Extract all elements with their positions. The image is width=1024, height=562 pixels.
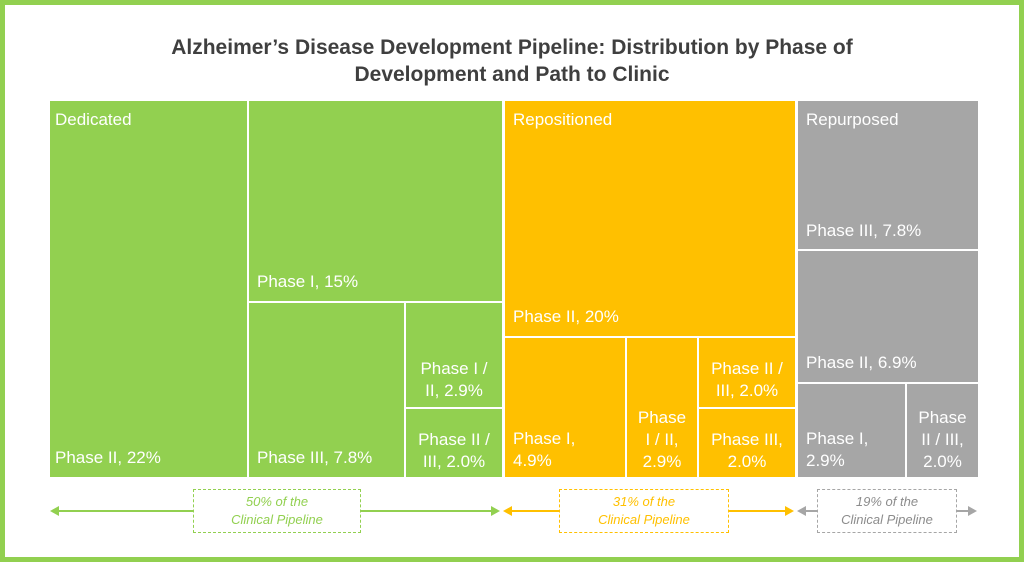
repositioned-tile-phase-iii [699, 409, 795, 477]
dedicated-share-label: 50% of the Clinical Pipeline [231, 494, 323, 527]
dedicated-tile-label: Phase II / III, 2.0% [418, 430, 490, 471]
repurposed-tile-label: Phase I, 2.9% [806, 429, 869, 470]
dedicated-tile-phase-ii-iii [406, 409, 502, 477]
dedicated-tile-phase-iii [249, 303, 404, 477]
repurposed-tile-label: Phase II / III, 2.0% [918, 408, 967, 471]
dedicated-tile-label: Phase I / II, 2.9% [420, 359, 488, 400]
repositioned-share-label: 31% of the Clinical Pipeline [598, 494, 690, 527]
repositioned-group-label: Repositioned [513, 110, 613, 129]
repurposed-group-label: Repurposed [806, 110, 899, 129]
repositioned-tile-phase-ii-iii [699, 338, 795, 407]
repurposed-tile-label: Phase II, 6.9% [806, 353, 917, 372]
repurposed-tile-phase-ii [798, 251, 978, 382]
repositioned-tile-label: Phase II, 20% [513, 307, 619, 326]
repositioned-tile-label: Phase I / II, 2.9% [637, 408, 687, 471]
dedicated-tile-label: Phase I, 15% [257, 272, 359, 291]
repositioned-tile-phase-i [505, 338, 625, 477]
repositioned-tile-phase-i-ii [627, 338, 697, 477]
repositioned-tile-phase-ii [505, 101, 795, 336]
repositioned-tile-label: Phase I, 4.9% [513, 429, 576, 470]
repurposed-share-label: 19% of the Clinical Pipeline [841, 494, 933, 527]
chart-title: Alzheimer’s Disease Development Pipeline… [171, 36, 853, 86]
dedicated-share-box: 50% of the Clinical Pipeline [193, 489, 361, 533]
repurposed-tile-phase-ii-iii [907, 384, 978, 477]
repurposed-tile-phase-i [798, 384, 905, 477]
repositioned-share-box: 31% of the Clinical Pipeline [559, 489, 729, 533]
dedicated-group-label: Dedicated [55, 110, 132, 129]
dedicated-tile-phase-ii [50, 101, 247, 477]
dedicated-tile-label: Phase II, 22% [55, 448, 161, 467]
repurposed-tile-phase-iii [798, 101, 978, 249]
repositioned-tile-label: Phase III, 2.0% [711, 430, 783, 471]
repositioned-tile-label: Phase II / III, 2.0% [711, 359, 783, 400]
repurposed-share-box: 19% of the Clinical Pipeline [817, 489, 957, 533]
dedicated-tile-phase-i-ii [406, 303, 502, 407]
repurposed-tile-label: Phase III, 7.8% [806, 221, 922, 240]
dedicated-tile-label: Phase III, 7.8% [257, 448, 373, 467]
dedicated-tile-phase-i [249, 101, 502, 301]
